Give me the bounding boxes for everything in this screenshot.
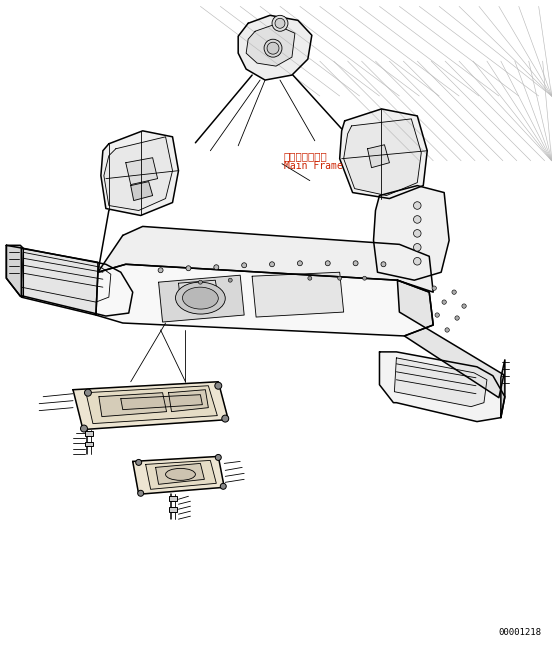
Circle shape xyxy=(269,262,274,266)
Circle shape xyxy=(414,244,421,251)
Circle shape xyxy=(455,316,460,320)
Circle shape xyxy=(414,216,421,223)
Polygon shape xyxy=(21,248,98,315)
Circle shape xyxy=(325,261,330,266)
Circle shape xyxy=(267,42,279,54)
Circle shape xyxy=(135,460,142,465)
Bar xyxy=(85,441,93,447)
Circle shape xyxy=(442,300,446,304)
Polygon shape xyxy=(340,109,427,198)
Circle shape xyxy=(308,276,312,280)
Circle shape xyxy=(222,415,229,422)
Polygon shape xyxy=(86,385,217,424)
Circle shape xyxy=(353,261,358,266)
Polygon shape xyxy=(104,136,173,211)
Circle shape xyxy=(414,202,421,209)
Circle shape xyxy=(414,229,421,237)
Polygon shape xyxy=(368,145,389,168)
Circle shape xyxy=(242,263,247,268)
Circle shape xyxy=(432,286,436,291)
Ellipse shape xyxy=(175,282,225,314)
Circle shape xyxy=(445,328,450,332)
Circle shape xyxy=(215,382,222,389)
Bar xyxy=(85,430,93,436)
Polygon shape xyxy=(21,252,111,302)
Circle shape xyxy=(272,16,288,31)
Circle shape xyxy=(298,261,302,266)
Circle shape xyxy=(228,278,232,282)
Bar xyxy=(169,507,176,512)
Polygon shape xyxy=(159,275,244,322)
Circle shape xyxy=(186,266,191,271)
Text: メインフレーム: メインフレーム xyxy=(284,151,328,161)
Circle shape xyxy=(435,313,440,317)
Circle shape xyxy=(81,425,87,432)
Circle shape xyxy=(215,454,221,460)
Polygon shape xyxy=(126,158,158,185)
Polygon shape xyxy=(98,226,433,292)
Circle shape xyxy=(414,257,421,265)
Text: 00001218: 00001218 xyxy=(499,628,541,636)
Circle shape xyxy=(85,389,91,396)
Polygon shape xyxy=(238,16,312,80)
Circle shape xyxy=(462,304,466,308)
Circle shape xyxy=(381,262,386,266)
Circle shape xyxy=(452,290,456,294)
Polygon shape xyxy=(501,360,505,417)
Circle shape xyxy=(275,18,285,28)
Polygon shape xyxy=(121,395,202,410)
Polygon shape xyxy=(343,119,421,196)
Polygon shape xyxy=(155,463,205,484)
Polygon shape xyxy=(7,245,23,296)
Circle shape xyxy=(199,280,202,284)
Polygon shape xyxy=(101,131,179,215)
Polygon shape xyxy=(246,24,295,66)
Polygon shape xyxy=(179,280,218,302)
Polygon shape xyxy=(99,393,166,417)
Circle shape xyxy=(264,39,282,57)
Polygon shape xyxy=(133,456,225,494)
Ellipse shape xyxy=(182,287,218,309)
Polygon shape xyxy=(398,280,504,398)
Polygon shape xyxy=(96,265,433,336)
Circle shape xyxy=(220,484,226,489)
Circle shape xyxy=(158,268,163,273)
Polygon shape xyxy=(394,358,487,407)
Polygon shape xyxy=(373,186,449,280)
Polygon shape xyxy=(169,390,208,411)
Ellipse shape xyxy=(165,469,195,480)
Polygon shape xyxy=(7,245,133,316)
Polygon shape xyxy=(379,352,505,422)
Polygon shape xyxy=(252,272,343,317)
Circle shape xyxy=(363,276,367,280)
Polygon shape xyxy=(131,181,153,201)
Polygon shape xyxy=(73,382,228,430)
Text: Main Frame: Main Frame xyxy=(284,161,343,171)
Bar xyxy=(169,496,176,501)
Circle shape xyxy=(214,265,219,270)
Polygon shape xyxy=(145,460,216,489)
Circle shape xyxy=(138,490,144,496)
Circle shape xyxy=(338,276,342,280)
